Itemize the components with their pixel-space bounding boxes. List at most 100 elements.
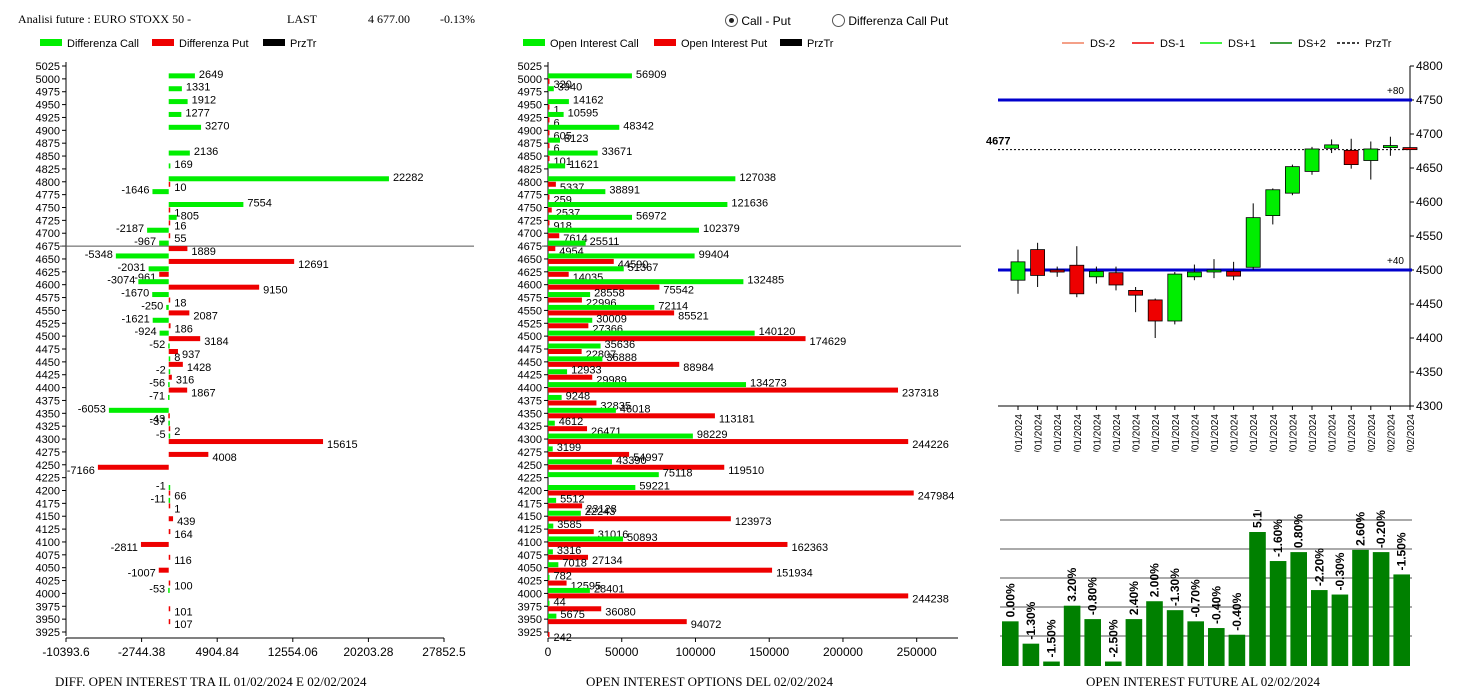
future-bar-label: 0.00% bbox=[1003, 583, 1017, 617]
strike-label: 4000 bbox=[36, 588, 60, 600]
put-bar bbox=[548, 349, 582, 354]
radio-differenza-label: Differenza Call Put bbox=[848, 14, 949, 28]
strike-label: 4525 bbox=[36, 318, 60, 330]
call-value-label: 51367 bbox=[628, 262, 659, 274]
radio-call-put-label: Call - Put bbox=[741, 14, 791, 28]
call-bar bbox=[548, 202, 728, 207]
put-value-label: 85521 bbox=[678, 310, 709, 322]
call-bar bbox=[548, 356, 603, 362]
candle-body bbox=[1324, 144, 1340, 149]
candle-body bbox=[1226, 270, 1242, 277]
put-value-label: 162363 bbox=[791, 542, 828, 554]
strike-label: 4400 bbox=[36, 383, 60, 395]
call-bar bbox=[168, 485, 171, 490]
put-value-label: 75542 bbox=[663, 285, 694, 297]
put-value-label: 247984 bbox=[918, 491, 955, 503]
call-value-label: 134273 bbox=[750, 378, 787, 390]
instrument-title: Analisi future : EURO STOXX 50 - bbox=[18, 12, 192, 26]
date-label: 25/01/2024 bbox=[1269, 414, 1280, 452]
strike-label: 4650 bbox=[36, 254, 60, 266]
y-tick-label: 4400 bbox=[1416, 331, 1443, 345]
put-bar bbox=[548, 181, 556, 187]
candle-body bbox=[1304, 148, 1320, 172]
date-label: 17/01/2024 bbox=[1151, 414, 1162, 452]
put-bar bbox=[168, 310, 190, 316]
call-bar bbox=[168, 124, 202, 130]
put-value-label: 937 bbox=[182, 349, 200, 361]
call-bar bbox=[168, 420, 170, 426]
candle-body bbox=[1363, 148, 1379, 161]
put-value-label: 439 bbox=[177, 516, 195, 528]
strike-label: 4500 bbox=[518, 331, 542, 343]
strike-label: 4675 bbox=[518, 241, 542, 253]
call-value-label: -37 bbox=[149, 416, 165, 428]
strike-label: 4600 bbox=[36, 280, 60, 292]
strike-label: 4100 bbox=[36, 537, 60, 549]
put-bar bbox=[168, 297, 171, 303]
radio-selected-icon[interactable] bbox=[725, 14, 738, 27]
strike-label: 4700 bbox=[518, 228, 542, 240]
put-bar bbox=[168, 374, 172, 380]
strike-label: 4225 bbox=[36, 473, 60, 485]
put-value-label: 94072 bbox=[691, 619, 722, 631]
put-bar bbox=[548, 233, 560, 239]
strike-label: 4625 bbox=[36, 267, 60, 279]
call-bar bbox=[168, 587, 170, 593]
candle-body bbox=[1245, 217, 1261, 268]
strike-label: 4850 bbox=[518, 151, 542, 163]
call-bar bbox=[168, 394, 170, 400]
call-bar bbox=[168, 202, 244, 207]
date-label: 24/01/2024 bbox=[1249, 414, 1260, 452]
future-bar bbox=[1063, 605, 1081, 666]
date-label: 26/01/2024 bbox=[1288, 414, 1299, 452]
call-value-label: 12933 bbox=[571, 365, 602, 377]
candle-body bbox=[1382, 145, 1398, 148]
put-bar bbox=[548, 104, 550, 110]
radio-unselected-icon[interactable] bbox=[832, 14, 845, 27]
call-value-label: 59221 bbox=[639, 481, 670, 493]
call-value-label: 22282 bbox=[393, 172, 424, 184]
call-value-label: -1621 bbox=[122, 313, 150, 325]
put-bar bbox=[168, 387, 188, 393]
call-bar bbox=[159, 330, 169, 336]
put-bar bbox=[548, 464, 725, 470]
put-bar bbox=[548, 310, 675, 316]
strike-label: 3975 bbox=[36, 601, 60, 613]
radio-differenza[interactable]: Differenza Call Put bbox=[832, 14, 948, 28]
put-bar bbox=[548, 374, 593, 380]
call-value-label: 5675 bbox=[560, 609, 584, 621]
put-value-label: 36080 bbox=[605, 606, 636, 618]
future-bar-label: -0.80% bbox=[1086, 577, 1100, 615]
call-bar bbox=[168, 433, 171, 439]
x-tick-label: 50000 bbox=[605, 645, 639, 659]
x-tick-label: 150000 bbox=[749, 645, 789, 659]
put-bar bbox=[140, 541, 169, 547]
put-bar bbox=[168, 554, 171, 560]
put-value-label: 55 bbox=[174, 233, 186, 245]
call-bar bbox=[152, 317, 169, 323]
put-bar bbox=[548, 580, 567, 586]
strike-label: 4900 bbox=[518, 125, 542, 137]
strike-label: 4550 bbox=[36, 305, 60, 317]
radio-call-put[interactable]: Call - Put bbox=[725, 14, 791, 28]
strike-label: 4200 bbox=[36, 486, 60, 498]
call-value-label: 75118 bbox=[663, 468, 693, 480]
call-value-label: 14162 bbox=[573, 95, 604, 107]
x-tick-label: -2744.38 bbox=[118, 645, 166, 659]
put-bar bbox=[548, 130, 550, 136]
put-bar bbox=[548, 593, 909, 599]
call-value-label: 3316 bbox=[557, 545, 581, 557]
put-value-label: 116 bbox=[174, 555, 192, 567]
strike-label: 4750 bbox=[36, 203, 60, 215]
put-bar bbox=[548, 336, 806, 342]
call-value-label: -1 bbox=[156, 481, 166, 493]
put-value-label: 15615 bbox=[327, 439, 358, 451]
call-value-label: 46018 bbox=[620, 403, 651, 415]
future-bar bbox=[1105, 661, 1122, 666]
call-value-label: 3270 bbox=[205, 120, 229, 132]
call-value-label: -924 bbox=[135, 326, 157, 338]
legend-label: PrzTr bbox=[290, 38, 317, 50]
call-value-label: 132485 bbox=[747, 275, 784, 287]
candle-body bbox=[1030, 249, 1045, 276]
future-bar-label: -0.70% bbox=[1189, 579, 1203, 617]
